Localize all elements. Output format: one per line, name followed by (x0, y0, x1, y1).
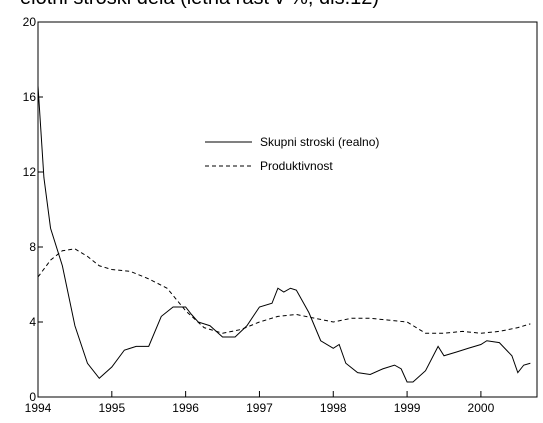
chart-title: elotni stroski dela (letna rast v %, dls… (20, 0, 379, 9)
y-tick-label: 20 (23, 15, 37, 29)
x-tick-label: 1994 (25, 401, 52, 415)
x-tick-label: 1999 (394, 401, 421, 415)
x-tick-label: 1996 (172, 401, 199, 415)
x-tick-label: 1995 (98, 401, 125, 415)
y-tick-label: 12 (23, 165, 37, 179)
y-tick-label: 8 (29, 240, 36, 254)
y-tick-label: 0 (29, 390, 36, 404)
plot-frame (37, 21, 538, 398)
y-tick-label: 16 (23, 90, 37, 104)
legend-label: Produktivnost (260, 159, 333, 173)
line-series (37, 85, 531, 383)
line-series (37, 248, 531, 334)
y-tick-label: 4 (29, 315, 36, 329)
x-tick-label: 2000 (468, 401, 495, 415)
x-tick-label: 1998 (320, 401, 347, 415)
x-tick-label: 1997 (246, 401, 273, 415)
legend-label: Skupni stroski (realno) (260, 135, 379, 149)
